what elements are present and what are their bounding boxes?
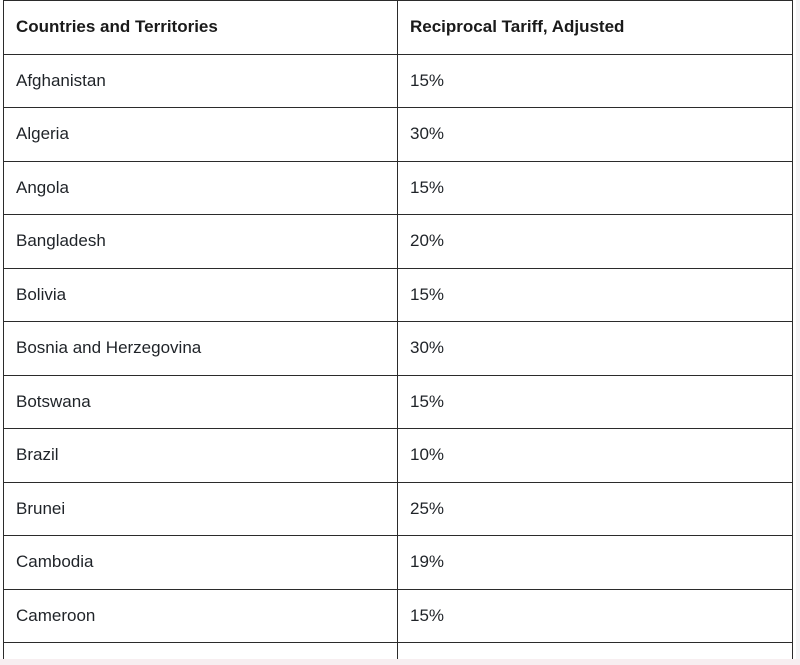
tariff-table: Countries and Territories Reciprocal Tar… bbox=[3, 0, 793, 663]
page-right-edge bbox=[796, 0, 800, 665]
tariff-cell-cutoff bbox=[397, 642, 793, 663]
table-row: Bolivia 15% bbox=[3, 267, 793, 322]
country-cell: Bolivia bbox=[3, 267, 398, 322]
tariff-cell: 15% bbox=[397, 267, 793, 322]
country-cell: Angola bbox=[3, 160, 398, 215]
tariff-cell: 15% bbox=[397, 588, 793, 643]
tariff-cell: 25% bbox=[397, 481, 793, 536]
header-tariff: Reciprocal Tariff, Adjusted bbox=[397, 0, 793, 55]
table-row: Afghanistan 15% bbox=[3, 53, 793, 108]
tariff-cell: 20% bbox=[397, 214, 793, 269]
table-row: Bosnia and Herzegovina 30% bbox=[3, 321, 793, 376]
table-row: Cameroon 15% bbox=[3, 588, 793, 643]
tariff-cell: 30% bbox=[397, 321, 793, 376]
tariff-table-container: Countries and Territories Reciprocal Tar… bbox=[3, 0, 793, 663]
table-row: Angola 15% bbox=[3, 160, 793, 215]
country-cell: Botswana bbox=[3, 374, 398, 429]
tariff-cell: 19% bbox=[397, 535, 793, 590]
table-row: Brunei 25% bbox=[3, 481, 793, 536]
country-cell: Bosnia and Herzegovina bbox=[3, 321, 398, 376]
country-cell: Cambodia bbox=[3, 535, 398, 590]
tariff-cell: 15% bbox=[397, 374, 793, 429]
table-row: Algeria 30% bbox=[3, 107, 793, 162]
page-bottom-edge bbox=[0, 659, 800, 665]
country-cell: Algeria bbox=[3, 107, 398, 162]
country-cell: Brazil bbox=[3, 428, 398, 483]
country-cell: Brunei bbox=[3, 481, 398, 536]
tariff-cell: 30% bbox=[397, 107, 793, 162]
table-row: Cambodia 19% bbox=[3, 535, 793, 590]
header-countries: Countries and Territories bbox=[3, 0, 398, 55]
tariff-cell: 15% bbox=[397, 53, 793, 108]
country-cell: Bangladesh bbox=[3, 214, 398, 269]
table-row: Bangladesh 20% bbox=[3, 214, 793, 269]
table-header-row: Countries and Territories Reciprocal Tar… bbox=[3, 0, 793, 55]
table-row: Botswana 15% bbox=[3, 374, 793, 429]
table-row-cutoff bbox=[3, 642, 793, 663]
country-cell: Afghanistan bbox=[3, 53, 398, 108]
table-row: Brazil 10% bbox=[3, 428, 793, 483]
country-cell: Cameroon bbox=[3, 588, 398, 643]
tariff-cell: 10% bbox=[397, 428, 793, 483]
tariff-cell: 15% bbox=[397, 160, 793, 215]
